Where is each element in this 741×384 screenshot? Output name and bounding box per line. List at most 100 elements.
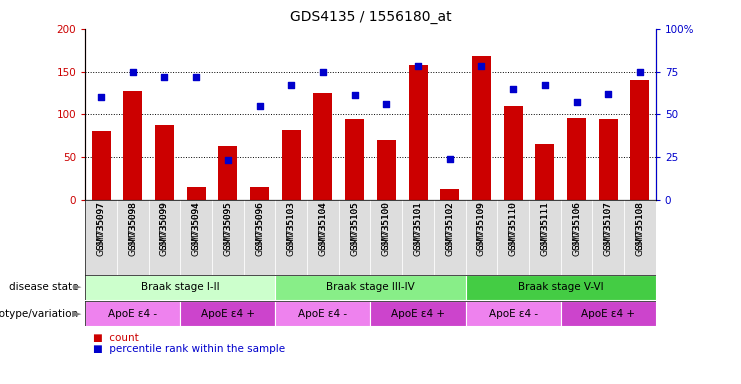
Text: disease state: disease state xyxy=(9,282,82,292)
Text: GSM735110: GSM735110 xyxy=(508,201,518,250)
Bar xyxy=(339,200,370,275)
Point xyxy=(634,68,646,74)
Text: ■  percentile rank within the sample: ■ percentile rank within the sample xyxy=(93,344,285,354)
Text: ■  count: ■ count xyxy=(93,333,139,343)
Text: genotype/variation: genotype/variation xyxy=(0,309,82,319)
Bar xyxy=(377,140,396,200)
Bar xyxy=(313,93,333,200)
Text: GSM735106: GSM735106 xyxy=(572,201,581,250)
Bar xyxy=(561,200,592,275)
Point xyxy=(476,63,488,70)
Text: GSM735107: GSM735107 xyxy=(604,201,613,250)
Text: ApoE ε4 -: ApoE ε4 - xyxy=(108,309,157,319)
Bar xyxy=(276,275,465,300)
Text: GSM735110: GSM735110 xyxy=(508,201,518,256)
Bar xyxy=(561,301,656,326)
Point xyxy=(190,74,202,80)
Text: ApoE ε4 +: ApoE ε4 + xyxy=(201,309,255,319)
Bar xyxy=(117,200,149,275)
Bar xyxy=(370,200,402,275)
Point xyxy=(571,99,582,105)
Text: GSM735096: GSM735096 xyxy=(255,201,264,256)
Bar xyxy=(402,200,434,275)
Bar xyxy=(592,200,624,275)
Bar xyxy=(472,56,491,200)
Bar xyxy=(624,200,656,275)
Bar xyxy=(155,125,174,200)
Point xyxy=(539,82,551,88)
Bar xyxy=(85,200,117,275)
Text: GSM735104: GSM735104 xyxy=(319,201,328,250)
Bar xyxy=(408,65,428,200)
Bar xyxy=(180,301,276,326)
Text: ►: ► xyxy=(73,282,82,292)
Text: GSM735095: GSM735095 xyxy=(223,201,233,256)
Text: GSM735111: GSM735111 xyxy=(540,201,549,250)
Text: GSM735109: GSM735109 xyxy=(477,201,486,250)
Bar xyxy=(219,146,237,200)
Text: GSM735111: GSM735111 xyxy=(540,201,549,256)
Text: GSM735104: GSM735104 xyxy=(319,201,328,256)
Text: GSM735108: GSM735108 xyxy=(636,201,645,256)
Bar xyxy=(85,275,276,300)
Point xyxy=(602,91,614,97)
Bar xyxy=(370,301,465,326)
Text: GSM735105: GSM735105 xyxy=(350,201,359,256)
Bar xyxy=(465,301,561,326)
Point xyxy=(412,63,424,70)
Bar xyxy=(345,119,364,200)
Text: GSM735109: GSM735109 xyxy=(477,201,486,256)
Bar xyxy=(244,200,276,275)
Bar xyxy=(535,144,554,200)
Text: GSM735103: GSM735103 xyxy=(287,201,296,256)
Bar xyxy=(276,301,370,326)
Bar xyxy=(92,131,110,200)
Text: ApoE ε4 +: ApoE ε4 + xyxy=(391,309,445,319)
Text: GSM735102: GSM735102 xyxy=(445,201,454,256)
Bar xyxy=(123,91,142,200)
Bar xyxy=(434,200,465,275)
Point xyxy=(380,101,392,107)
Bar xyxy=(187,187,206,200)
Text: GSM735106: GSM735106 xyxy=(572,201,581,256)
Point xyxy=(285,82,297,88)
Point xyxy=(317,68,329,74)
Text: GSM735108: GSM735108 xyxy=(636,201,645,250)
Text: GSM735100: GSM735100 xyxy=(382,201,391,250)
Bar xyxy=(631,80,649,200)
Text: GSM735098: GSM735098 xyxy=(128,201,137,256)
Text: GSM735103: GSM735103 xyxy=(287,201,296,250)
Point xyxy=(444,156,456,162)
Text: GSM735097: GSM735097 xyxy=(96,201,105,250)
Text: GSM735097: GSM735097 xyxy=(96,201,105,256)
Text: GSM735094: GSM735094 xyxy=(192,201,201,250)
Point xyxy=(349,93,361,99)
Text: GSM735101: GSM735101 xyxy=(413,201,422,256)
Bar xyxy=(307,200,339,275)
Text: Braak stage III-IV: Braak stage III-IV xyxy=(326,282,415,292)
Text: GSM735101: GSM735101 xyxy=(413,201,422,250)
Point xyxy=(253,103,265,109)
Text: GSM735094: GSM735094 xyxy=(192,201,201,256)
Bar xyxy=(180,200,212,275)
Point xyxy=(127,68,139,74)
Text: Braak stage V-VI: Braak stage V-VI xyxy=(518,282,603,292)
Text: ►: ► xyxy=(73,309,82,319)
Text: ApoE ε4 -: ApoE ε4 - xyxy=(488,309,538,319)
Text: GSM735095: GSM735095 xyxy=(223,201,233,250)
Bar xyxy=(440,189,459,200)
Bar xyxy=(529,200,561,275)
Text: GSM735100: GSM735100 xyxy=(382,201,391,256)
Text: Braak stage I-II: Braak stage I-II xyxy=(141,282,219,292)
Text: GSM735105: GSM735105 xyxy=(350,201,359,250)
Text: GSM735107: GSM735107 xyxy=(604,201,613,256)
Text: GSM735099: GSM735099 xyxy=(160,201,169,256)
Bar xyxy=(599,119,618,200)
Bar xyxy=(149,200,180,275)
Text: GSM735096: GSM735096 xyxy=(255,201,264,250)
Bar xyxy=(465,200,497,275)
Bar xyxy=(465,275,656,300)
Bar xyxy=(282,130,301,200)
Text: GDS4135 / 1556180_at: GDS4135 / 1556180_at xyxy=(290,10,451,23)
Text: GSM735102: GSM735102 xyxy=(445,201,454,250)
